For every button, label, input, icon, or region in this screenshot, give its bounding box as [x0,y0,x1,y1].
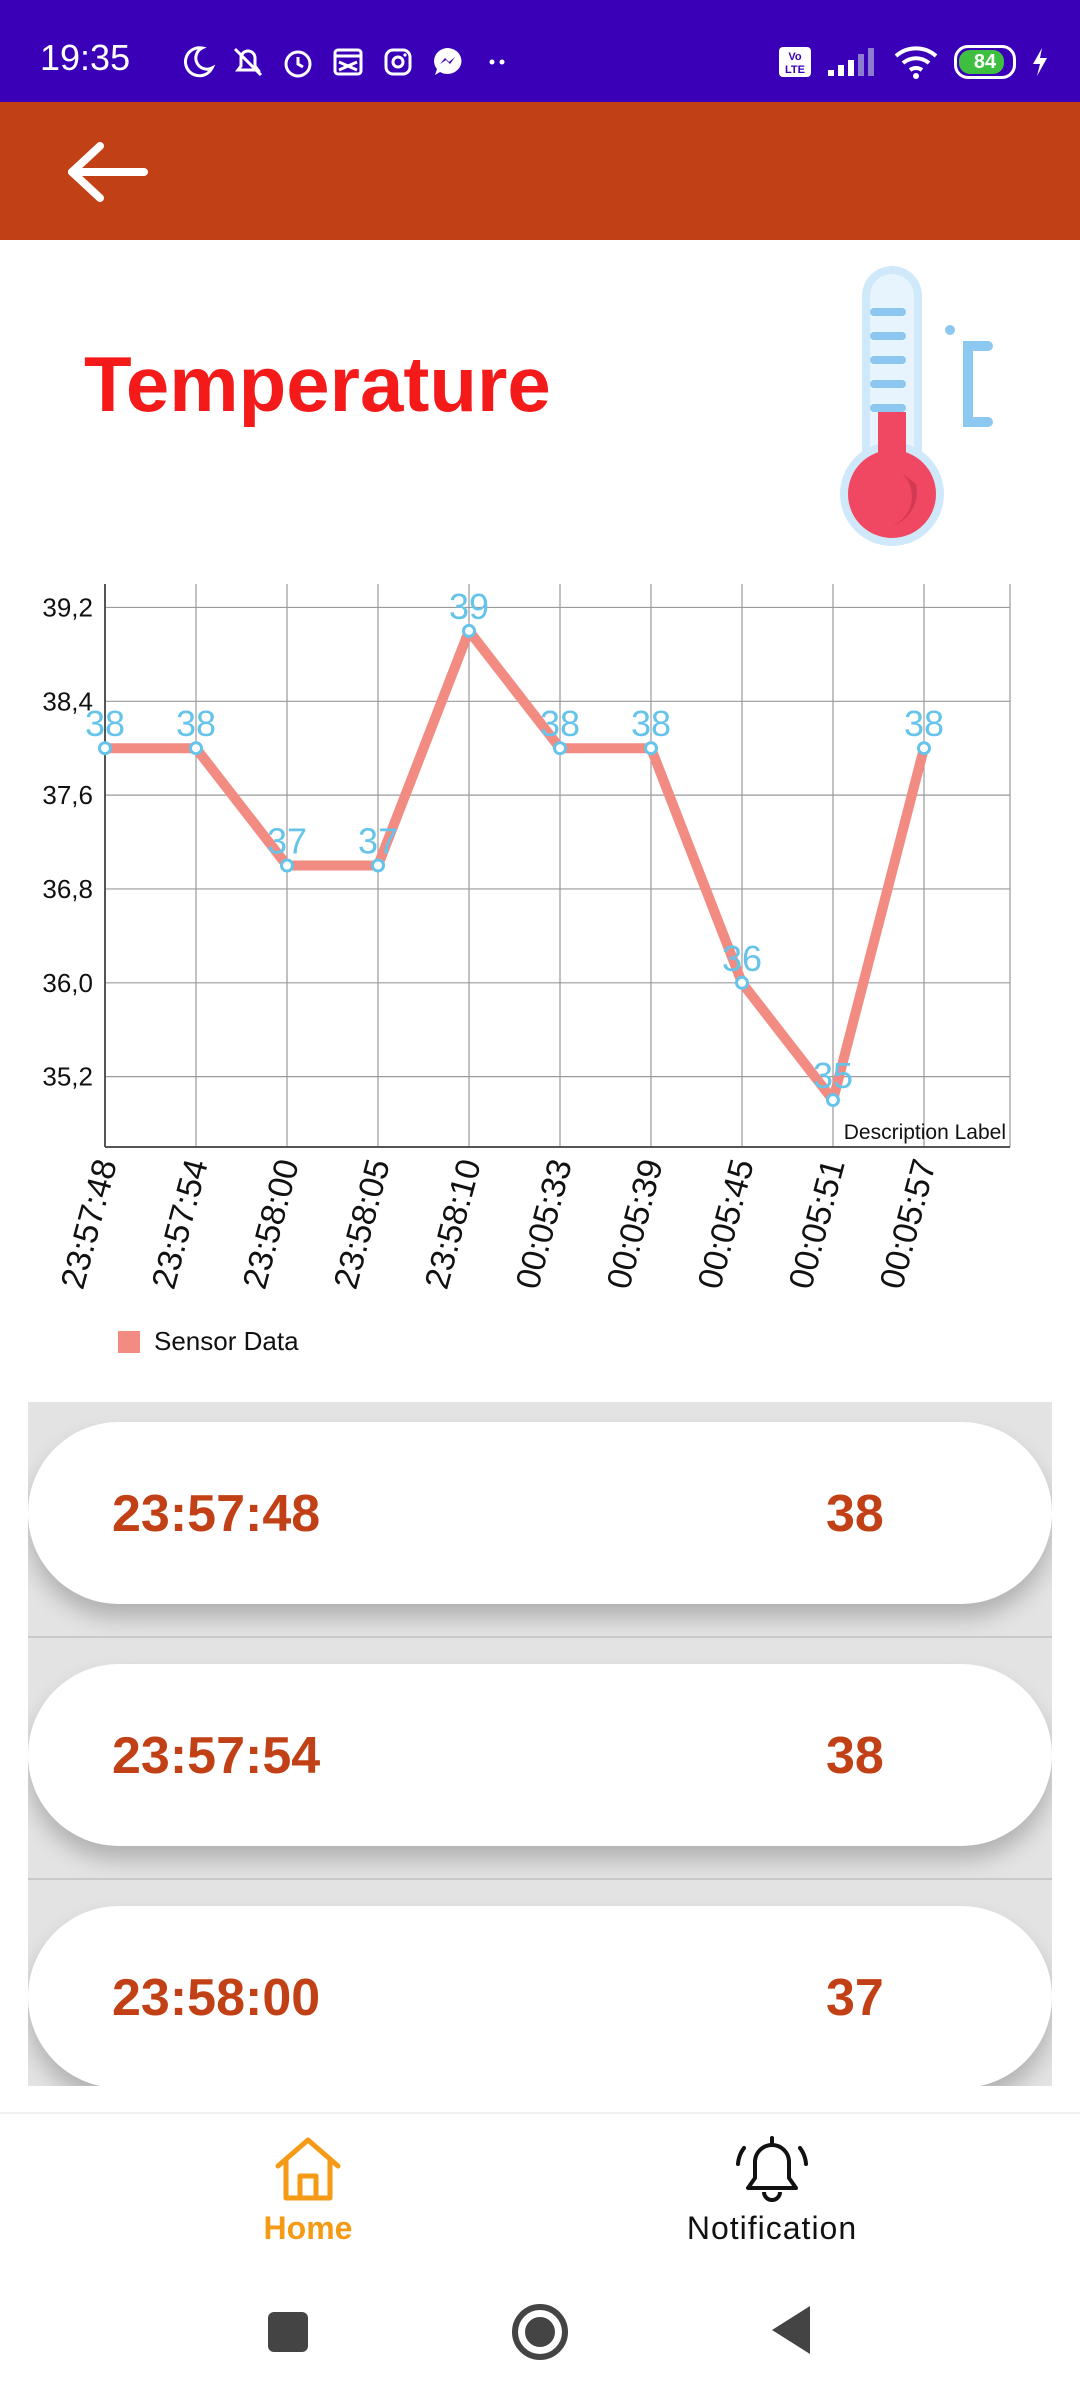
chart-legend: Sensor Data [118,1326,299,1357]
y-tick-label: 35,2 [42,1062,93,1092]
y-tick-label: 36,0 [42,968,93,998]
square-icon [268,2312,308,2352]
row-divider [28,1878,1052,1880]
data-label: 38 [631,703,671,744]
arrow-left-icon [68,142,148,202]
wifi-icon [894,46,938,79]
reading-time: 23:57:54 [112,1727,321,1785]
system-nav-bar [0,2272,1080,2400]
nav-item-notification[interactable]: Notification [622,2134,922,2264]
triangle-back-icon [772,2306,810,2354]
bottom-nav: Home Notification [0,2112,1080,2274]
nav-label-home: Home [263,2210,353,2246]
data-label: 37 [358,821,398,862]
home-icon [275,2137,341,2201]
data-label: 38 [540,703,580,744]
page-title: Temperature [84,340,551,428]
alarm-icon [280,44,316,80]
series-line [100,625,929,1106]
svg-text:Vo: Vo [788,51,802,63]
recents-button[interactable] [266,2310,310,2359]
x-tick-label: 00:05:57 [873,1155,944,1293]
bell-off-icon [230,44,266,80]
home-button[interactable] [510,2302,570,2367]
y-tick-label: 39,2 [42,592,93,622]
status-bar: 19:35 Vo LTE 84 [0,0,1080,102]
reading-value: 38 [826,1485,884,1543]
data-label: 38 [85,703,125,744]
data-label: 38 [176,703,216,744]
x-tick-label: 23:58:00 [236,1155,307,1293]
charging-icon [1033,48,1047,76]
status-time: 19:35 [40,37,131,78]
moon-icon [180,44,216,80]
circle-icon [512,2304,568,2360]
x-tick-label: 00:05:51 [782,1155,853,1293]
list-item[interactable]: 23:57:48 38 [28,1422,1052,1604]
svg-text:LTE: LTE [785,64,805,76]
list-item[interactable]: 23:57:54 38 [28,1664,1052,1846]
data-point [462,623,476,638]
status-icons-right: Vo LTE 84 [778,44,1050,80]
bell-icon [736,2136,808,2202]
reading-time: 23:58:00 [112,1969,321,2027]
data-point [189,741,203,756]
x-tick-label: 00:05:39 [600,1155,671,1293]
legend-label: Sensor Data [154,1326,299,1356]
legend-swatch [118,1330,140,1353]
data-label: 38 [904,703,944,744]
row-divider [28,1636,1052,1638]
data-label: 37 [267,821,307,862]
y-tick-label: 36,8 [42,874,93,904]
data-point [826,1093,840,1108]
chart-description: Description Label [844,1121,1006,1144]
signal-icon [828,48,874,76]
data-point [644,741,658,756]
reading-value: 37 [826,1969,884,2027]
x-tick-label: 23:57:54 [145,1155,216,1293]
x-tick-label: 23:57:48 [54,1155,125,1293]
battery-icon: 84 [954,45,1016,79]
battery-level: 84 [973,50,997,73]
app-bar [0,102,1080,240]
reading-time: 23:57:48 [112,1485,321,1543]
chart-svg: 39,2 38,4 37,6 36,8 36,0 35,2 38 38 37 37 39 38 38 36… [42,584,1011,1293]
y-tick-label: 38,4 [42,686,93,716]
status-icons-left [180,44,516,80]
messenger-icon [430,44,466,80]
data-label: 36 [722,938,762,979]
x-tick-label: 23:58:10 [418,1155,489,1293]
readings-list[interactable]: 23:57:48 38 23:57:54 38 23:58:00 37 [28,1402,1052,2086]
data-point [553,741,567,756]
data-point [371,858,385,873]
thermometer-celsius-icon [840,266,993,546]
data-label: 35 [813,1055,853,1096]
back-nav-button[interactable] [768,2304,812,2361]
more-icon [480,44,516,80]
x-tick-label: 23:58:05 [327,1155,398,1293]
data-point [917,741,931,756]
data-label: 39 [449,586,489,627]
nav-label-notification: Notification [686,2210,858,2246]
data-point [98,741,112,756]
nav-item-home[interactable]: Home [158,2134,458,2264]
data-point [735,975,749,990]
back-button[interactable] [60,142,150,202]
x-tick-label: 00:05:33 [509,1155,580,1293]
reading-value: 38 [826,1727,884,1785]
app-icon [330,44,366,80]
temperature-chart: 39,2 38,4 37,6 36,8 36,0 35,2 38 38 37 37 39 38 38 36… [0,560,1080,1360]
y-tick-label: 37,6 [42,780,93,810]
data-point [280,858,294,873]
list-item[interactable]: 23:58:00 37 [28,1906,1052,2086]
x-tick-label: 00:05:45 [691,1155,762,1293]
instagram-icon [380,44,416,80]
